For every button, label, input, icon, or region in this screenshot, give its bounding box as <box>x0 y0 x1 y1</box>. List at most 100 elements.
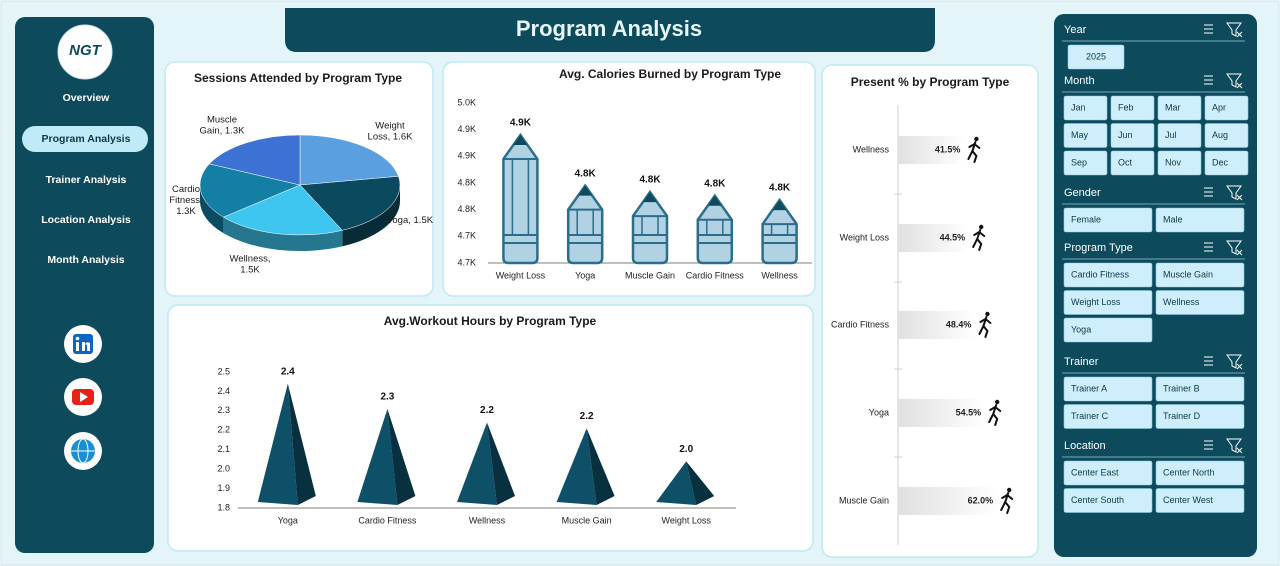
runner-icon <box>995 399 1000 405</box>
slicer-item[interactable]: Trainer C <box>1071 411 1109 421</box>
clear-filter-icon[interactable] <box>1226 185 1243 201</box>
slicer-item[interactable]: Dec <box>1212 157 1229 167</box>
slicer-item[interactable]: Nov <box>1165 157 1182 167</box>
bar <box>761 197 798 265</box>
y-tick-label: 1.8 <box>217 502 230 512</box>
slicer-button[interactable] <box>1204 123 1249 148</box>
pyramid-side <box>586 428 615 505</box>
slicer-button[interactable] <box>1063 290 1153 315</box>
slicer-item[interactable]: Jun <box>1118 130 1133 140</box>
data-label: Yoga, 1.5K <box>387 215 434 226</box>
slicer-item[interactable]: Feb <box>1118 102 1134 112</box>
slicer-button[interactable] <box>1155 207 1245 233</box>
social-icons <box>64 325 102 470</box>
slicer-item[interactable]: Center West <box>1163 495 1213 505</box>
runner-icon <box>1007 487 1012 493</box>
data-label: Weight Loss, 1.6K <box>368 120 414 142</box>
slicer-button[interactable] <box>1155 488 1245 513</box>
slicer-item[interactable]: Jul <box>1165 130 1177 140</box>
slicer-button[interactable] <box>1063 95 1108 121</box>
pie-slice <box>299 134 399 186</box>
slicer-button[interactable] <box>1155 376 1245 402</box>
y-tick-label: Cardio Fitness <box>831 319 890 329</box>
slicer-item[interactable]: Apr <box>1212 102 1226 112</box>
slicer-button[interactable] <box>1110 150 1155 176</box>
slicer-button[interactable] <box>1063 404 1153 429</box>
bar <box>898 224 970 252</box>
slicer-item[interactable]: Center South <box>1071 495 1124 505</box>
slicer-button[interactable] <box>1063 262 1153 288</box>
bar <box>898 136 965 164</box>
slicer-title: Year <box>1064 24 1087 36</box>
slicer-item[interactable]: Yoga <box>1071 324 1091 334</box>
pyramid-side <box>487 422 515 505</box>
slicer-button[interactable] <box>1063 488 1153 513</box>
slicer-button[interactable] <box>1155 404 1245 429</box>
clear-filter-icon[interactable] <box>1226 438 1243 454</box>
nav-item[interactable]: Program Analysis <box>42 133 131 145</box>
clear-filter-icon[interactable] <box>1226 73 1243 89</box>
y-tick-label: Muscle Gain <box>839 495 889 505</box>
slicer-button[interactable] <box>1157 150 1202 176</box>
data-label: 2.0 <box>679 444 693 455</box>
slicer-item[interactable]: Male <box>1163 214 1183 224</box>
nav-item[interactable]: Month Analysis <box>47 254 124 266</box>
pie-side <box>342 185 400 247</box>
slicer-item[interactable]: Jan <box>1071 102 1086 112</box>
clear-filter-icon[interactable] <box>1226 354 1243 370</box>
bar <box>656 461 697 505</box>
slicer-item[interactable]: Sep <box>1071 157 1087 167</box>
slicer-button[interactable] <box>1204 150 1249 176</box>
slicer-button[interactable] <box>1063 317 1153 343</box>
slicer-button[interactable] <box>1067 44 1125 70</box>
slicer-item[interactable]: Center North <box>1163 467 1215 477</box>
bar <box>257 383 298 505</box>
data-label: 54.5% <box>956 407 982 417</box>
slicer-item[interactable]: Wellness <box>1163 297 1200 307</box>
slicer-button[interactable] <box>1155 290 1245 315</box>
clear-filter-icon[interactable] <box>1226 22 1243 38</box>
slicer-item[interactable]: 2025 <box>1086 51 1106 61</box>
pencil-tip <box>707 195 722 206</box>
slicer-button[interactable] <box>1157 95 1202 121</box>
slicer-item[interactable]: Muscle Gain <box>1163 269 1213 279</box>
nav-item[interactable]: Trainer Analysis <box>46 174 127 186</box>
slicer-button[interactable] <box>1110 123 1155 148</box>
slicer-button[interactable] <box>1063 123 1108 148</box>
slicer-button[interactable] <box>1204 95 1249 121</box>
x-tick-label: Yoga <box>575 270 595 280</box>
slicer-item[interactable]: Trainer A <box>1071 383 1107 393</box>
slicer-button[interactable] <box>1063 376 1153 402</box>
pie-side <box>200 185 224 234</box>
slicer-button[interactable] <box>1063 460 1153 486</box>
slicer-item[interactable]: Oct <box>1118 157 1133 167</box>
slicer-item[interactable]: Female <box>1071 214 1101 224</box>
slicer-item[interactable]: Cardio Fitness <box>1071 269 1130 279</box>
pyramid-side <box>387 408 416 505</box>
x-tick-label: Cardio Fitness <box>358 515 417 525</box>
nav-item[interactable]: Overview <box>63 92 111 104</box>
slicer-button[interactable] <box>1110 95 1155 121</box>
slicer-item[interactable]: Center East <box>1071 467 1119 477</box>
chart-title: Avg.Workout Hours by Program Type <box>384 314 597 328</box>
slicer-item[interactable]: May <box>1071 130 1089 140</box>
slicer-button[interactable] <box>1063 150 1108 176</box>
clear-filter-icon[interactable] <box>1226 240 1243 256</box>
data-label: 2.2 <box>480 405 494 416</box>
slicer-button[interactable] <box>1157 123 1202 148</box>
slicer-item[interactable]: Aug <box>1212 130 1228 140</box>
slicer-item[interactable]: Weight Loss <box>1071 297 1121 307</box>
slicer-button[interactable] <box>1155 262 1245 288</box>
slicer-button[interactable] <box>1155 460 1245 486</box>
bar <box>898 487 998 515</box>
slicer-button[interactable] <box>1063 207 1153 233</box>
data-label: Cardio Fitness, 1.3K <box>169 184 202 217</box>
slicer-item[interactable]: Mar <box>1165 102 1181 112</box>
data-label: 2.4 <box>281 366 295 377</box>
bar <box>357 408 398 505</box>
header-banner <box>285 8 935 52</box>
slicer-item[interactable]: Trainer D <box>1163 411 1201 421</box>
slicer-item[interactable]: Trainer B <box>1163 383 1200 393</box>
nav-item[interactable]: Location Analysis <box>41 214 131 226</box>
y-tick-label: 5.0K <box>457 97 476 107</box>
